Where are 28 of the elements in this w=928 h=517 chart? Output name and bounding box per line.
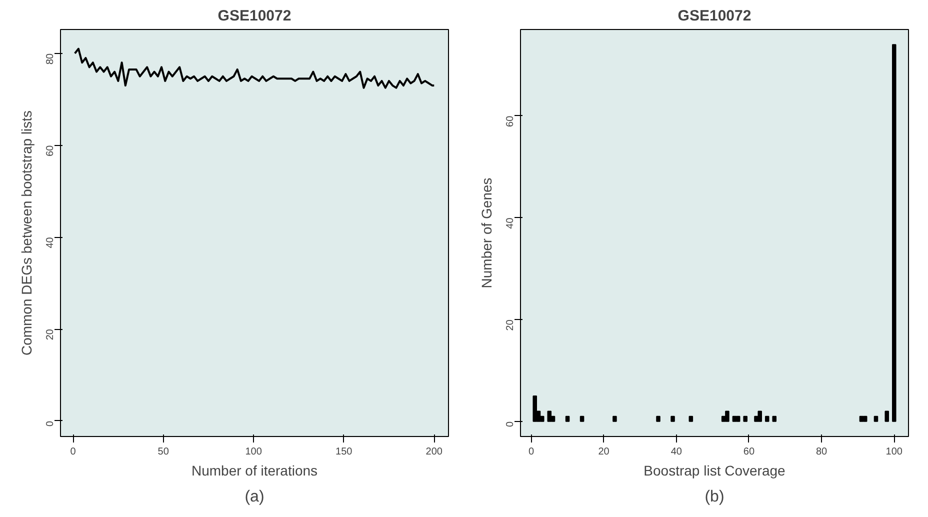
y-tick-label: 0 (505, 420, 516, 427)
x-tick-label: 60 (743, 446, 755, 458)
y-tick-label: 40 (45, 236, 56, 248)
y-tick-label: 60 (505, 115, 516, 127)
y-tick-label: 60 (45, 144, 56, 156)
x-tick-label: 100 (245, 446, 262, 458)
x-tick-label: 20 (598, 446, 610, 458)
chart-title: GSE10072 (218, 8, 292, 24)
text: (a) (244, 488, 264, 506)
y-tick-label: 40 (505, 217, 516, 229)
x-tick-label: 40 (670, 446, 682, 458)
y-axis-title: Common DEGs between bootstrap lists (18, 110, 34, 356)
text: (b) (704, 488, 724, 506)
x-tick-label: 0 (70, 446, 76, 458)
y-tick-label: 20 (45, 328, 56, 340)
x-tick-label: 50 (158, 446, 170, 458)
x-tick-label: 100 (886, 446, 903, 458)
y-axis-title: Number of Genes (478, 178, 494, 288)
x-axis-title: Boostrap list Coverage (644, 462, 786, 478)
x-axis-title: Number of iterations (191, 462, 318, 478)
y-tick-label: 20 (505, 319, 516, 331)
x-tick-label: 80 (816, 446, 828, 458)
y-tick-label: 80 (45, 52, 56, 65)
x-tick-label: 150 (336, 446, 353, 458)
x-tick-label: 200 (426, 446, 443, 458)
y-tick-label: 0 (45, 420, 56, 426)
x-tick-label: 0 (528, 446, 534, 458)
chart-title: GSE10072 (678, 8, 752, 24)
